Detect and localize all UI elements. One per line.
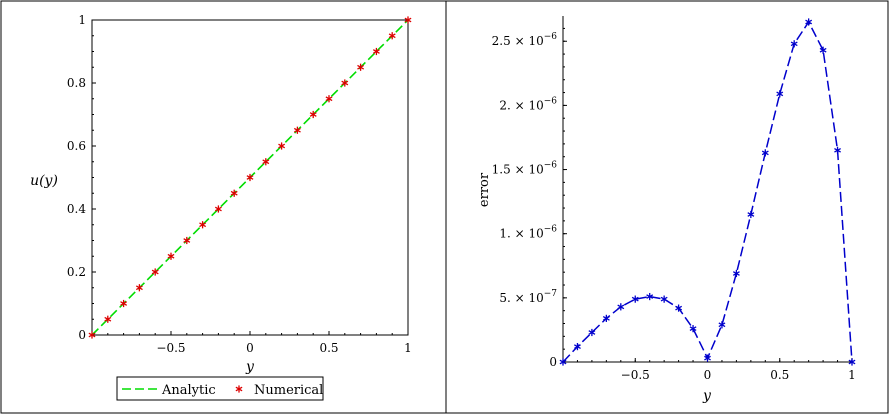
error-point <box>834 146 841 154</box>
numerical-point <box>151 268 159 276</box>
left-chart: −0.5 0 0.5 1 0 0.2 0.4 0.6 0.8 1 y u(y) Analytic … <box>30 13 412 401</box>
left-y-tick-label: 0 <box>78 328 86 342</box>
error-point <box>675 304 683 312</box>
error-point <box>660 295 668 303</box>
numerical-point <box>341 79 349 87</box>
left-x-axis-label: y <box>245 359 255 375</box>
left-tick-labels: −0.5 0 0.5 1 0 0.2 0.4 0.6 0.8 1 <box>67 13 412 355</box>
error-point <box>805 18 813 26</box>
error-point <box>588 328 596 337</box>
right-y-tick-label: 0 <box>549 355 557 369</box>
numerical-point <box>167 252 175 260</box>
error-point <box>617 303 625 311</box>
numerical-point <box>388 32 396 40</box>
numerical-point <box>230 189 238 197</box>
error-point <box>646 292 654 301</box>
legend-analytic-label: Analytic <box>161 383 216 398</box>
legend-numerical-label: Numerical <box>254 383 323 398</box>
right-chart: −0.5 0 0.5 1 0 5. × 10−7 1. × 10−6 1.5 × 10−6 2.… <box>477 16 856 404</box>
numerical-point <box>404 16 412 24</box>
legend-numerical-star <box>235 385 243 393</box>
error-point <box>790 40 798 48</box>
left-y-tick-label: 0.2 <box>67 265 86 279</box>
left-x-tick-label: 0.5 <box>319 341 338 355</box>
error-point <box>559 358 567 366</box>
numerical-point <box>262 158 270 166</box>
left-y-tick-label: 1 <box>78 13 86 27</box>
error-point <box>689 325 697 333</box>
left-y-tick-label: 0.4 <box>67 202 86 216</box>
numerical-point <box>357 63 365 71</box>
left-x-tick-label: −0.5 <box>156 341 185 355</box>
numerical-point <box>293 126 301 134</box>
numerical-point <box>278 142 286 150</box>
error-point <box>718 321 726 329</box>
right-x-tick-label: 0.5 <box>770 368 789 382</box>
legend-numerical-swatch <box>235 385 243 393</box>
right-y-axis-label: error <box>477 172 492 207</box>
error-point <box>574 343 581 351</box>
error-point <box>602 314 610 322</box>
right-x-tick-label: 0 <box>704 368 712 382</box>
right-tick-labels: −0.5 0 0.5 1 0 5. × 10−7 1. × 10−6 1.5 × 10−6 2.… <box>492 27 856 382</box>
numerical-point <box>120 299 128 308</box>
left-y-axis-label: u(y) <box>30 173 58 189</box>
error-point <box>631 295 639 303</box>
numerical-point <box>372 47 380 56</box>
right-x-tick-label: −0.5 <box>621 368 650 382</box>
right-y-tick-label: 2. × 10−6 <box>499 96 557 112</box>
left-x-tick-label: 0 <box>246 341 254 355</box>
right-y-tick-label: 2.5 × 10−6 <box>492 32 558 48</box>
right-panel-frame <box>445 0 889 414</box>
right-y-tick-label: 5. × 10−7 <box>499 289 557 305</box>
error-point <box>747 210 755 219</box>
numerical-point <box>214 205 222 213</box>
numerical-point <box>246 173 254 182</box>
right-series-lines <box>562 20 853 363</box>
numerical-point <box>199 221 207 229</box>
error-point <box>761 149 769 157</box>
error-point <box>704 354 711 362</box>
error-point <box>776 90 784 98</box>
right-y-tick-label: 1. × 10−6 <box>499 225 557 241</box>
numerical-point <box>104 315 112 323</box>
right-x-axis-label: y <box>702 388 712 404</box>
error-series-line <box>562 20 853 363</box>
legend: Analytic Numerical <box>116 376 324 401</box>
legend-box <box>116 376 324 401</box>
right-x-tick-label: 1 <box>848 368 856 382</box>
right-y-tick-label: 1.5 × 10−6 <box>492 161 558 177</box>
left-x-tick-label: 1 <box>404 341 412 355</box>
numerical-point <box>88 331 96 339</box>
error-point <box>848 358 856 366</box>
numerical-point <box>183 236 191 245</box>
numerical-point <box>325 95 333 103</box>
right-series-markers <box>559 18 856 366</box>
error-point <box>732 269 740 278</box>
error-point <box>819 46 827 54</box>
left-series-markers <box>88 16 412 339</box>
numerical-point <box>309 110 317 119</box>
numerical-point <box>135 284 143 292</box>
left-y-tick-label: 0.6 <box>67 139 86 153</box>
left-y-tick-label: 0.8 <box>67 76 86 90</box>
